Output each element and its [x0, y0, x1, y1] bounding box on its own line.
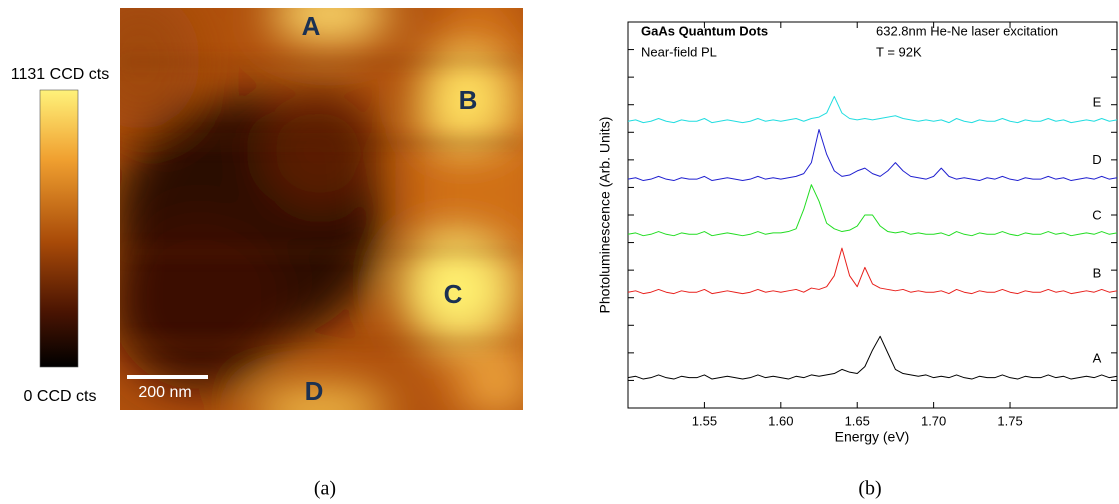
colorbar-min-label: 0 CCD cts	[24, 388, 97, 405]
annotation: 632.8nm He-Ne laser excitation	[876, 23, 1058, 38]
marker-label: D	[305, 376, 324, 406]
x-tick-label: 1.60	[768, 413, 793, 428]
caption: (a)	[314, 478, 336, 500]
annotation: GaAs Quantum Dots	[641, 23, 768, 38]
series-line	[627, 247, 1118, 295]
series-line	[627, 95, 1118, 124]
annotation: Near-field PL	[641, 44, 717, 59]
marker-label: E	[101, 159, 118, 189]
colorbar-max-label: 1131 CCD cts	[11, 66, 109, 83]
series-label: E	[1093, 94, 1102, 109]
annotation: T = 92K	[876, 44, 922, 59]
series-line	[627, 184, 1118, 237]
series-line	[627, 129, 1118, 182]
x-axis-label: Energy (eV)	[835, 429, 910, 445]
colorbar	[39, 89, 79, 368]
series-line	[627, 335, 1118, 380]
x-tick-label: 1.75	[997, 413, 1022, 428]
series-label: A	[1093, 351, 1102, 366]
x-tick-label: 1.65	[845, 413, 870, 428]
caption: (b)	[858, 478, 881, 500]
series-label: C	[1092, 207, 1101, 222]
marker-label: C	[444, 279, 463, 309]
scale-bar-label: 200 nm	[138, 384, 191, 401]
x-tick-label: 1.55	[692, 413, 717, 428]
y-axis-label: Photoluminescence (Arb. Units)	[597, 117, 613, 314]
series-label: D	[1092, 152, 1101, 167]
x-tick-label: 1.70	[921, 413, 946, 428]
marker-label: A	[302, 11, 321, 41]
series-label: B	[1093, 265, 1102, 280]
marker-label: B	[459, 85, 478, 115]
heatmap	[120, 8, 523, 410]
